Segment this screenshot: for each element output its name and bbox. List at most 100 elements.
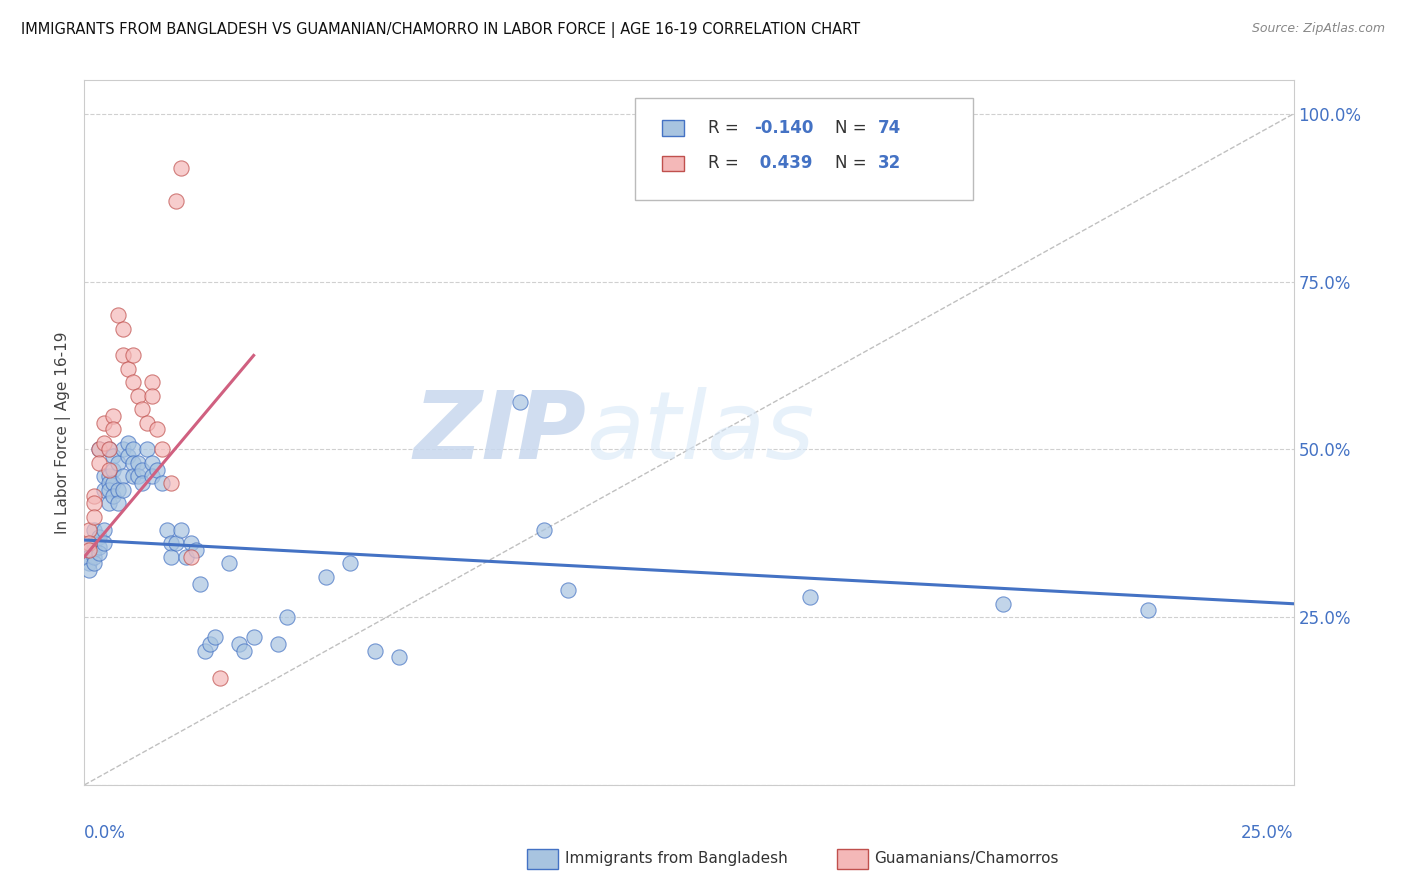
Point <box>103 475 125 490</box>
Point <box>77 540 100 554</box>
Point <box>194 644 217 658</box>
Point <box>276 610 298 624</box>
Point <box>112 442 135 457</box>
Point <box>315 570 337 584</box>
Point <box>121 442 143 457</box>
Point <box>190 576 212 591</box>
Point <box>107 456 129 470</box>
Point <box>87 442 110 457</box>
Point <box>141 376 163 390</box>
Point <box>77 536 100 550</box>
Point <box>184 543 207 558</box>
Point <box>103 422 125 436</box>
Text: 0.439: 0.439 <box>754 154 813 172</box>
Point <box>170 161 193 175</box>
Point <box>165 536 187 550</box>
Point <box>204 630 226 644</box>
Point <box>83 496 105 510</box>
Text: N =: N = <box>835 120 872 137</box>
Point <box>93 523 115 537</box>
Point <box>107 483 129 497</box>
Text: Guamanians/Chamorros: Guamanians/Chamorros <box>875 852 1059 866</box>
Text: R =: R = <box>709 120 744 137</box>
Point <box>121 348 143 362</box>
Point <box>131 402 153 417</box>
Point <box>93 435 115 450</box>
Point <box>83 536 105 550</box>
Text: Source: ZipAtlas.com: Source: ZipAtlas.com <box>1251 22 1385 36</box>
Point <box>174 549 197 564</box>
Point <box>557 583 579 598</box>
Point <box>107 496 129 510</box>
Point <box>165 194 187 208</box>
Point <box>87 546 110 560</box>
Point <box>198 637 221 651</box>
Text: IMMIGRANTS FROM BANGLADESH VS GUAMANIAN/CHAMORRO IN LABOR FORCE | AGE 16-19 CORR: IMMIGRANTS FROM BANGLADESH VS GUAMANIAN/… <box>21 22 860 38</box>
Point <box>77 523 100 537</box>
Point <box>87 530 110 544</box>
Point <box>83 543 105 558</box>
Point <box>97 475 120 490</box>
Point <box>993 597 1015 611</box>
Point <box>97 483 120 497</box>
Point <box>121 469 143 483</box>
Point <box>267 637 290 651</box>
Point <box>509 395 531 409</box>
Point <box>112 483 135 497</box>
Text: 25.0%: 25.0% <box>1241 823 1294 842</box>
Point <box>228 637 250 651</box>
Point <box>77 549 100 564</box>
Point <box>136 416 159 430</box>
Point <box>141 389 163 403</box>
Point <box>160 475 183 490</box>
Point <box>117 435 139 450</box>
FancyBboxPatch shape <box>662 156 683 171</box>
Point <box>83 489 105 503</box>
Point <box>127 389 149 403</box>
Point <box>141 469 163 483</box>
Point <box>93 416 115 430</box>
Point <box>131 475 153 490</box>
Point <box>97 462 120 476</box>
Point <box>180 536 202 550</box>
Point <box>112 469 135 483</box>
Point <box>107 308 129 322</box>
Point <box>83 549 105 564</box>
Point <box>799 590 821 604</box>
Point <box>97 469 120 483</box>
Point <box>339 557 361 571</box>
Point <box>93 483 115 497</box>
Point <box>242 630 264 644</box>
Text: atlas: atlas <box>586 387 814 478</box>
Point <box>388 650 411 665</box>
Point <box>160 536 183 550</box>
Point <box>136 442 159 457</box>
Point <box>112 348 135 362</box>
Point <box>83 523 105 537</box>
Point <box>93 536 115 550</box>
Point <box>218 557 240 571</box>
Point <box>533 523 555 537</box>
Point <box>155 523 177 537</box>
Point <box>117 449 139 463</box>
Point <box>103 462 125 476</box>
Point <box>1137 603 1160 617</box>
Point <box>121 456 143 470</box>
FancyBboxPatch shape <box>634 98 973 200</box>
Point <box>77 563 100 577</box>
Point <box>121 376 143 390</box>
Point <box>363 644 385 658</box>
Point <box>103 409 125 423</box>
Point <box>117 362 139 376</box>
Text: 74: 74 <box>877 120 901 137</box>
Point <box>77 557 100 571</box>
Point <box>150 442 173 457</box>
Text: R =: R = <box>709 154 744 172</box>
Point <box>141 456 163 470</box>
Text: 32: 32 <box>877 154 901 172</box>
Point <box>146 462 169 476</box>
Point <box>93 469 115 483</box>
Point <box>180 549 202 564</box>
Point <box>150 475 173 490</box>
Point <box>97 442 120 457</box>
